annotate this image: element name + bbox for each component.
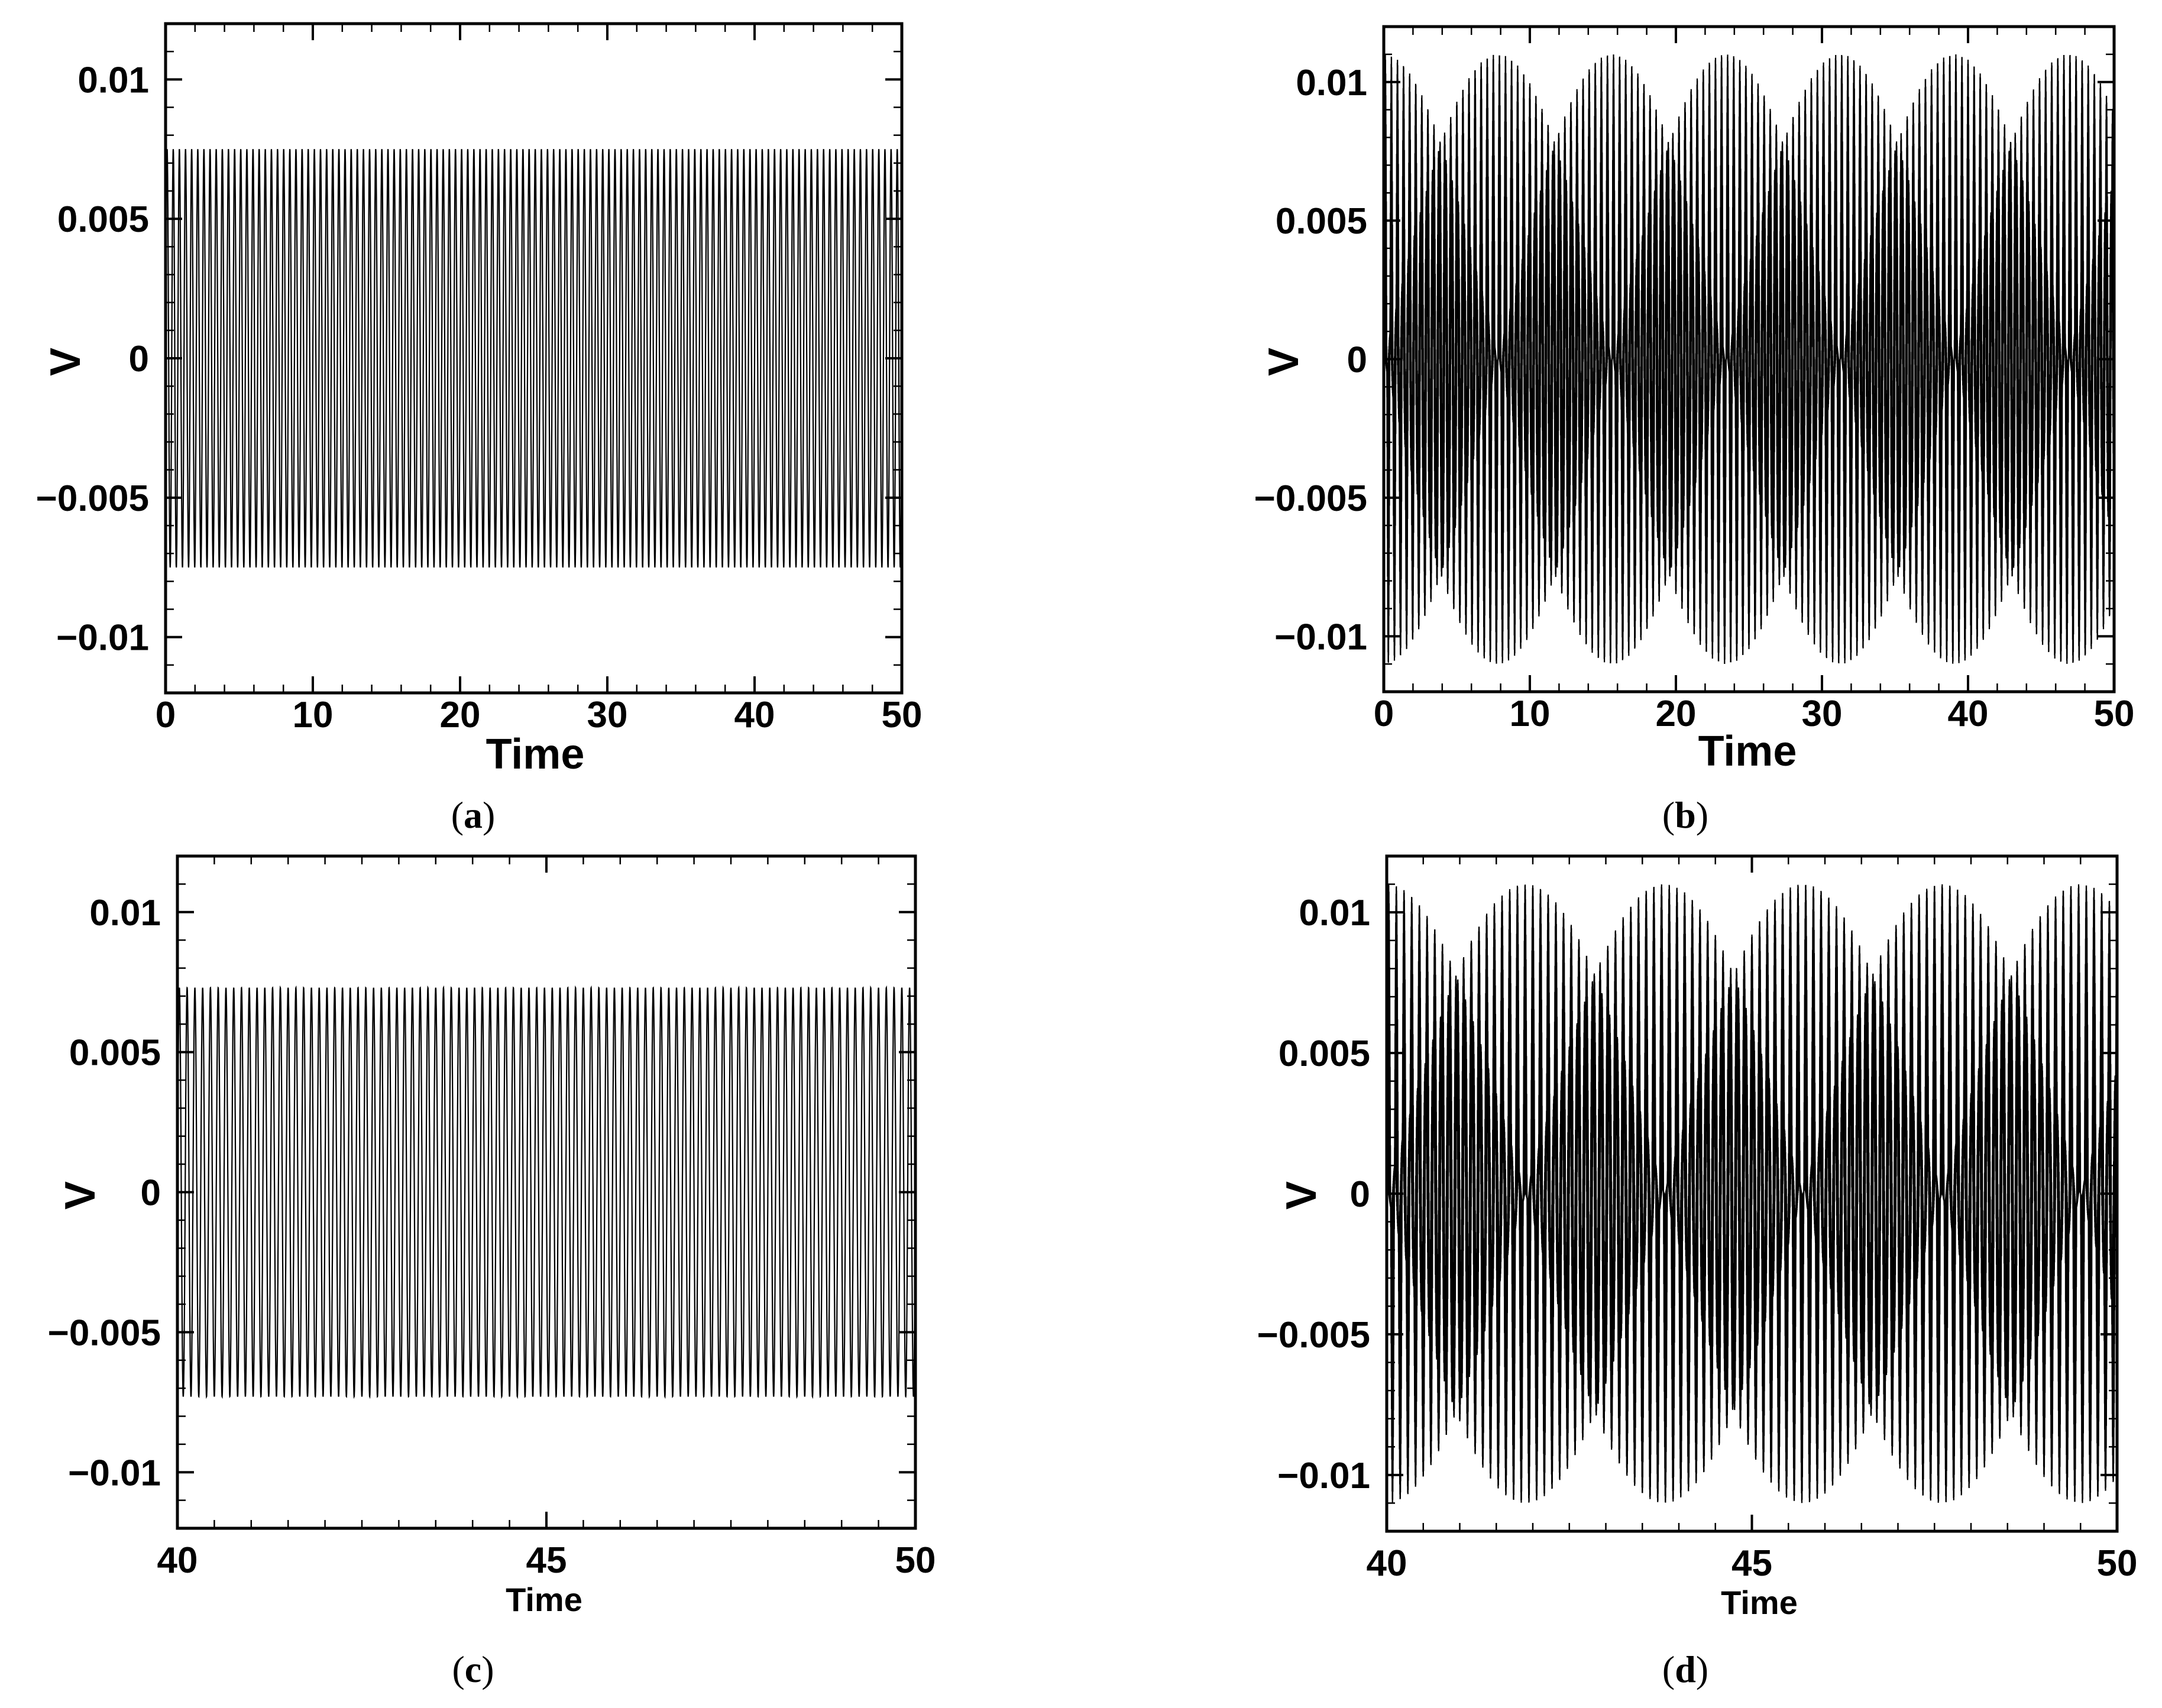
panel-d-ytick-label: 0.01 — [1299, 893, 1370, 934]
panel-b-xtick-label: 30 — [1802, 693, 1843, 734]
panel-a-xlabel: Time — [486, 731, 585, 778]
panel-d-ytick-label: 0.005 — [1279, 1033, 1370, 1074]
panel-a-xtick-label: 0 — [156, 695, 176, 735]
panel-c-ytick-label: 0.005 — [69, 1033, 161, 1074]
panel-a-ytick-label: 0.005 — [57, 199, 149, 240]
panel-c-ytick-label: 0.01 — [89, 893, 161, 934]
panel-b-xtick-label: 40 — [1948, 693, 1989, 734]
panel-d-xtick-label: 50 — [2097, 1543, 2138, 1584]
panel-d-caption-letter: d — [1675, 1648, 1696, 1690]
panel-b-series-line — [1383, 54, 2115, 665]
panel-b-ytick-label: −0.01 — [1274, 617, 1367, 657]
panel-b: V Time (b) −0.01 −0.005 0 0.005 0.01 0 10 20 30 4… — [1254, 25, 2135, 836]
panel-d-ytick-label: 0 — [1350, 1174, 1370, 1215]
panel-a-series-line — [164, 148, 903, 568]
panel-c-caption-letter: c — [465, 1648, 481, 1690]
panel-d-caption: (d) — [1662, 1648, 1708, 1690]
panel-b-ytick-label: −0.005 — [1254, 478, 1367, 519]
panel-a-xtick-label: 30 — [587, 695, 628, 735]
panel-b-xtick-label: 20 — [1656, 693, 1697, 734]
panel-c-ytick-label: 0 — [141, 1173, 161, 1214]
panel-d-ytick-label: −0.01 — [1277, 1456, 1370, 1496]
panel-b-ytick-label: 0.005 — [1276, 201, 1367, 242]
panel-c-xtick-label: 45 — [526, 1540, 567, 1581]
panel-c: V Time (c) −0.01 −0.005 0 0.005 0.01 40 45 50 — [48, 854, 936, 1690]
panel-d-ylabel: V — [1278, 1181, 1325, 1210]
panel-a: V Time (a) −0.01 −0.005 0 0.005 0.01 0 10 20 30 4… — [36, 22, 923, 836]
panel-a-ytick-label: −0.01 — [56, 618, 149, 659]
panel-c-xtick-label: 50 — [895, 1540, 936, 1581]
panel-c-series-line — [176, 985, 917, 1399]
panel-a-xtick-label: 10 — [293, 695, 334, 735]
panel-a-ytick-label: 0.01 — [77, 60, 149, 101]
panel-b-xtick-label: 10 — [1510, 693, 1551, 734]
panel-a-ylabel: V — [42, 348, 89, 376]
panel-c-xlabel: Time — [506, 1581, 582, 1618]
panel-b-ylabel: V — [1260, 348, 1307, 376]
panel-d-series-line — [1386, 884, 2118, 1503]
panel-b-xtick-label: 0 — [1374, 693, 1394, 734]
panel-b-ytick-label: 0 — [1347, 340, 1367, 381]
panel-a-xtick-label: 20 — [440, 695, 481, 735]
panel-c-caption: (c) — [452, 1648, 494, 1690]
panel-d-xtick-label: 40 — [1367, 1543, 1407, 1584]
panel-b-ytick-label: 0.01 — [1296, 63, 1367, 103]
panel-a-caption: (a) — [451, 794, 496, 836]
panel-d-xtick-label: 45 — [1731, 1543, 1772, 1584]
panel-b-caption-letter: b — [1675, 794, 1696, 836]
panel-d: V Time (d) −0.01 −0.005 0 0.005 0.01 40 45 50 — [1257, 854, 2138, 1690]
panel-d-ytick-label: −0.005 — [1257, 1315, 1370, 1356]
panel-a-caption-letter: a — [464, 794, 483, 836]
panel-c-xtick-label: 40 — [157, 1540, 198, 1581]
panel-a-xtick-label: 50 — [882, 695, 923, 735]
panel-c-ytick-label: −0.005 — [48, 1312, 161, 1353]
panel-b-caption: (b) — [1662, 794, 1708, 836]
panel-b-xtick-label: 50 — [2094, 693, 2135, 734]
panel-b-xlabel: Time — [1698, 728, 1797, 775]
panel-d-xlabel: Time — [1721, 1584, 1798, 1621]
panel-a-ytick-label: −0.005 — [36, 478, 149, 519]
panel-c-ylabel: V — [57, 1181, 104, 1210]
panel-c-ytick-label: −0.01 — [68, 1453, 161, 1493]
panel-a-ytick-label: 0 — [129, 339, 149, 380]
panel-a-xtick-label: 40 — [734, 695, 775, 735]
